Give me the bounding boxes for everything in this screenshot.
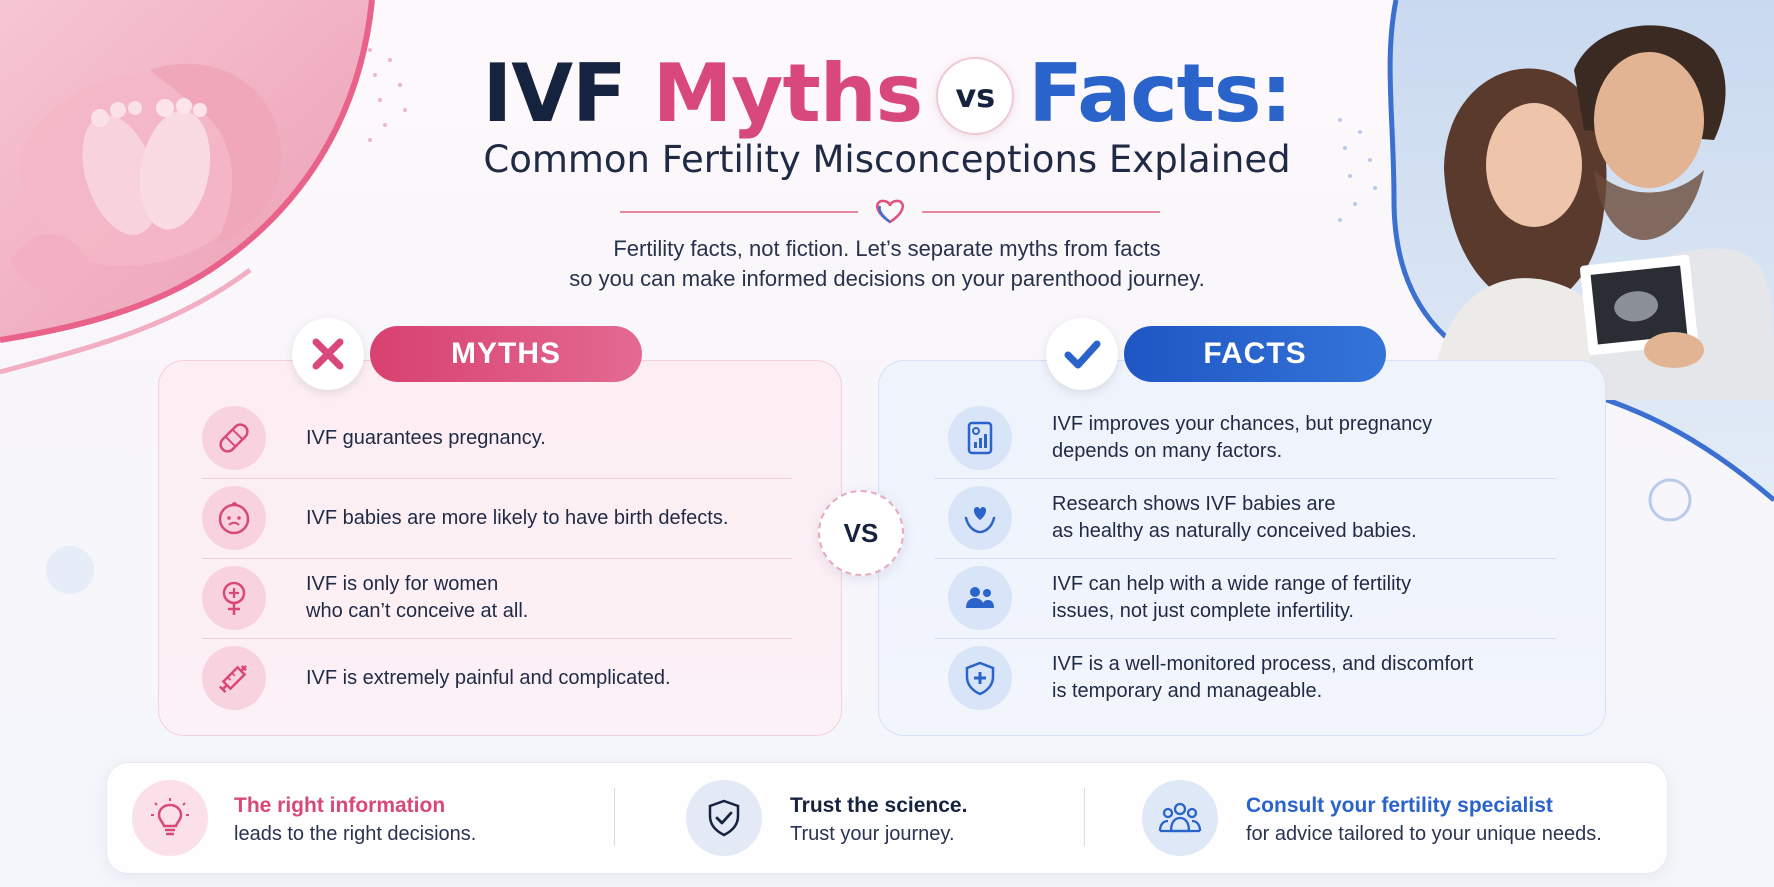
footer-subtitle: Trust your journey. <box>790 823 955 845</box>
footer-item-consult: Consult your fertility specialist for ad… <box>1246 792 1602 848</box>
baby-face-icon <box>202 486 266 550</box>
dot-pattern-decoration <box>368 48 407 142</box>
bandage-icon <box>202 406 266 470</box>
row-divider <box>934 478 1556 479</box>
fact-item: Research shows IVF babies are as healthy… <box>948 478 1560 558</box>
report-chart-icon <box>948 406 1012 470</box>
footer-item-science: Trust the science. Trust your journey. <box>790 792 967 848</box>
myths-panel <box>158 360 842 736</box>
facts-label: FACTS <box>1124 326 1386 382</box>
footer-title: The right information <box>234 794 446 817</box>
myth-text: IVF is extremely painful and complicated… <box>306 666 671 689</box>
footer-item-info: The right information leads to the right… <box>234 792 476 848</box>
title-facts: Facts: <box>1028 47 1292 140</box>
syringe-icon <box>202 646 266 710</box>
myths-x-badge <box>292 318 364 390</box>
group-icon <box>1142 780 1218 856</box>
myth-item: IVF is only for women who can’t conceive… <box>202 558 792 638</box>
footer-subtitle: for advice tailored to your unique needs… <box>1246 823 1602 845</box>
vs-divider-badge: VS <box>818 490 904 576</box>
footer-title: Consult your fertility specialist <box>1246 794 1553 817</box>
title-ivf: IVF <box>482 47 627 140</box>
footer-bar <box>106 762 1668 874</box>
fact-text: IVF improves your chances, but pregnancy… <box>1052 413 1433 462</box>
fact-item: IVF improves your chances, but pregnancy… <box>948 398 1560 478</box>
row-divider <box>934 638 1556 639</box>
baby-feet-illustration <box>0 0 375 375</box>
intro-line-2: so you can make informed decisions on yo… <box>569 266 1205 291</box>
myth-text: IVF is only for women who can’t conceive… <box>306 573 529 622</box>
couple-photo-illustration <box>1387 0 1774 502</box>
footer-divider <box>614 788 615 846</box>
row-divider <box>202 478 792 479</box>
heart-hands-icon <box>948 486 1012 550</box>
ring-decoration <box>1648 478 1692 522</box>
fact-text: IVF can help with a wide range of fertil… <box>1052 573 1412 622</box>
title-myths: Myths <box>652 47 924 140</box>
dot-pattern-decoration <box>1338 118 1377 222</box>
female-symbol-icon <box>202 566 266 630</box>
page-subtitle: Common Fertility Misconceptions Explaine… <box>483 138 1291 181</box>
fact-item: IVF is a well-monitored process, and dis… <box>948 638 1560 718</box>
footer-subtitle: leads to the right decisions. <box>234 823 477 845</box>
myth-text: IVF babies are more likely to have birth… <box>306 506 729 529</box>
page-title: IVF Myths vs Facts: <box>0 46 1774 142</box>
footer-title: Trust the science. <box>790 794 968 817</box>
intro-line-1: Fertility facts, not fiction. Let’s sepa… <box>613 236 1161 261</box>
x-icon <box>312 338 344 370</box>
myth-item: IVF guarantees pregnancy. <box>202 398 792 478</box>
shield-plus-icon <box>948 646 1012 710</box>
myth-text: IVF guarantees pregnancy. <box>306 426 546 449</box>
row-divider <box>934 558 1556 559</box>
row-divider <box>202 558 792 559</box>
bubble-decoration <box>46 546 94 594</box>
facts-check-badge <box>1046 318 1118 390</box>
myth-item: IVF babies are more likely to have birth… <box>202 478 792 558</box>
fact-item: IVF can help with a wide range of fertil… <box>948 558 1560 638</box>
heart-divider <box>620 199 1160 224</box>
fact-text: IVF is a well-monitored process, and dis… <box>1052 653 1474 702</box>
title-vs-badge: vs <box>936 57 1015 135</box>
fact-text: Research shows IVF babies are as healthy… <box>1052 493 1417 542</box>
myths-label: MYTHS <box>370 326 642 382</box>
footer-divider <box>1084 788 1085 846</box>
people-icon <box>948 566 1012 630</box>
row-divider <box>202 638 792 639</box>
shield-check-icon <box>686 780 762 856</box>
check-icon <box>1064 340 1101 369</box>
myth-item: IVF is extremely painful and complicated… <box>202 638 792 718</box>
lightbulb-icon <box>132 780 208 856</box>
intro-text: Fertility facts, not fiction. Let’s sepa… <box>0 234 1774 294</box>
